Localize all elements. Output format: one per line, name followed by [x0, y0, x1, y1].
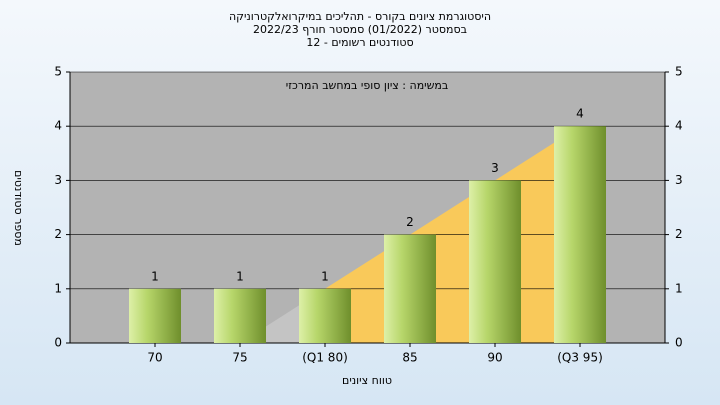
y2-tick-label: 4	[675, 119, 683, 133]
y-tick-label: 0	[54, 336, 62, 350]
y-tick-label: 3	[54, 173, 62, 187]
bar	[469, 180, 521, 343]
y2-tick-label: 5	[675, 65, 683, 79]
y2-tick-label: 0	[675, 336, 683, 350]
data-label: 4	[576, 107, 584, 121]
bar	[384, 234, 436, 343]
x-axis-title: טווח ציונים	[342, 374, 392, 387]
data-label: 3	[491, 161, 499, 175]
annotation: במשימה : ציון סופי במחשב המרכזי	[286, 79, 449, 92]
x-tick-label: 85	[402, 351, 417, 365]
chart-subtitle: סטודנטים רשומים - 12	[306, 36, 413, 49]
bar	[129, 288, 181, 343]
data-label: 1	[151, 269, 159, 283]
y-tick-label: 4	[54, 119, 62, 133]
x-tick-label: (Q1 80)	[302, 351, 348, 365]
y2-tick-label: 3	[675, 173, 683, 187]
y2-tick-label: 2	[675, 227, 683, 241]
bar	[299, 288, 351, 343]
y2-tick-label: 1	[675, 281, 683, 295]
bar	[554, 126, 606, 343]
data-label: 1	[236, 269, 244, 283]
y-tick-label: 5	[54, 65, 62, 79]
bar	[214, 288, 266, 343]
y-tick-label: 2	[54, 227, 62, 241]
chart-subtitle: בסמסטר (01/2022) סמסטר חורף 2022/23	[253, 23, 467, 36]
y-tick-label: 1	[54, 281, 62, 295]
data-label: 1	[321, 269, 329, 283]
x-tick-label: (Q3 95)	[557, 351, 603, 365]
data-label: 2	[406, 215, 414, 229]
x-tick-label: 70	[147, 351, 162, 365]
chart-title: היסטוגרמת ציונים בקורס - תהליכים במיקרוא…	[229, 10, 491, 23]
x-tick-label: 75	[232, 351, 247, 365]
x-tick-label: 90	[487, 351, 502, 365]
y-axis-title: מספר סטודנטים	[12, 170, 25, 246]
